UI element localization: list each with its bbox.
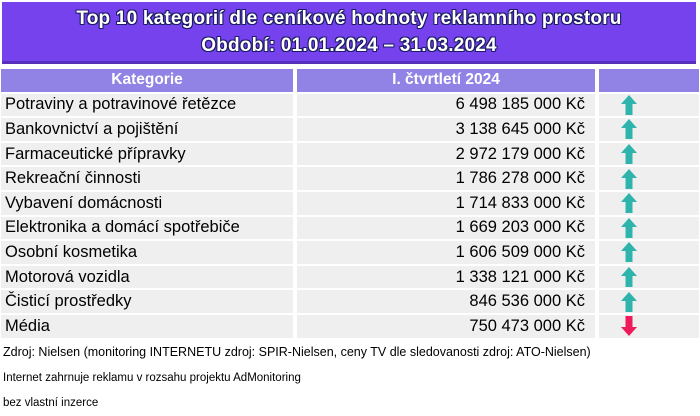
self-promo-note: bez vlastní inzerce (3, 397, 99, 409)
category-cell: Potraviny a potravinové řetězce (1, 93, 293, 117)
source-note: Zdroj: Nielsen (monitoring INTERNETU zdr… (3, 345, 591, 359)
value-cell: 1 338 121 000 Kč (297, 265, 595, 289)
category-cell: Farmaceutické přípravky (1, 142, 293, 166)
column-header-trend (599, 69, 699, 92)
value-cell: 1 786 278 000 Kč (297, 167, 595, 190)
trend-arrow-icon (621, 168, 637, 189)
trend-cell (599, 241, 699, 264)
value-cell: 750 473 000 Kč (297, 314, 595, 338)
report-title: Top 10 kategorií dle ceníkové hodnoty re… (76, 7, 622, 29)
report-title-banner: Top 10 kategorií dle ceníkové hodnoty re… (2, 2, 696, 64)
trend-arrow-icon (621, 267, 637, 288)
trend-cell (599, 93, 699, 117)
category-cell: Motorová vozidla (1, 265, 293, 289)
column-header-period: I. čtvrtletí 2024 (297, 69, 595, 92)
category-cell: Rekreační činnosti (1, 167, 293, 190)
trend-cell (599, 191, 699, 215)
trend-cell (599, 265, 699, 289)
trend-cell (599, 118, 699, 141)
category-cell: Elektronika a domácí spotřebiče (1, 216, 293, 240)
top10-categories-table: Kategorie I. čtvrtletí 2024 Potraviny a … (1, 69, 699, 338)
trend-cell (599, 314, 699, 338)
trend-arrow-icon (621, 193, 637, 214)
trend-arrow-icon (621, 217, 637, 238)
trend-cell (599, 167, 699, 190)
trend-arrow-icon (621, 94, 637, 115)
value-cell: 846 536 000 Kč (297, 290, 595, 313)
category-cell: Osobní kosmetika (1, 241, 293, 264)
trend-arrow-icon (621, 291, 637, 312)
value-cell: 1 714 833 000 Kč (297, 191, 595, 215)
trend-cell (599, 142, 699, 166)
value-cell: 1 669 203 000 Kč (297, 216, 595, 240)
trend-cell (599, 290, 699, 313)
column-header-category: Kategorie (1, 69, 293, 92)
trend-cell (599, 216, 699, 240)
trend-arrow-icon (621, 119, 637, 140)
value-cell: 6 498 185 000 Kč (297, 93, 595, 117)
report-period: Období: 01.01.2024 – 31.03.2024 (201, 34, 497, 56)
category-cell: Vybavení domácnosti (1, 191, 293, 215)
value-cell: 1 606 509 000 Kč (297, 241, 595, 264)
trend-arrow-icon (621, 242, 637, 263)
internet-scope-note: Internet zahrnuje reklamu v rozsahu proj… (3, 372, 301, 384)
category-cell: Média (1, 314, 293, 338)
value-cell: 3 138 645 000 Kč (297, 118, 595, 141)
category-cell: Čisticí prostředky (1, 290, 293, 313)
trend-arrow-icon (621, 316, 637, 337)
trend-arrow-icon (621, 144, 637, 165)
value-cell: 2 972 179 000 Kč (297, 142, 595, 166)
category-cell: Bankovnictví a pojištění (1, 118, 293, 141)
